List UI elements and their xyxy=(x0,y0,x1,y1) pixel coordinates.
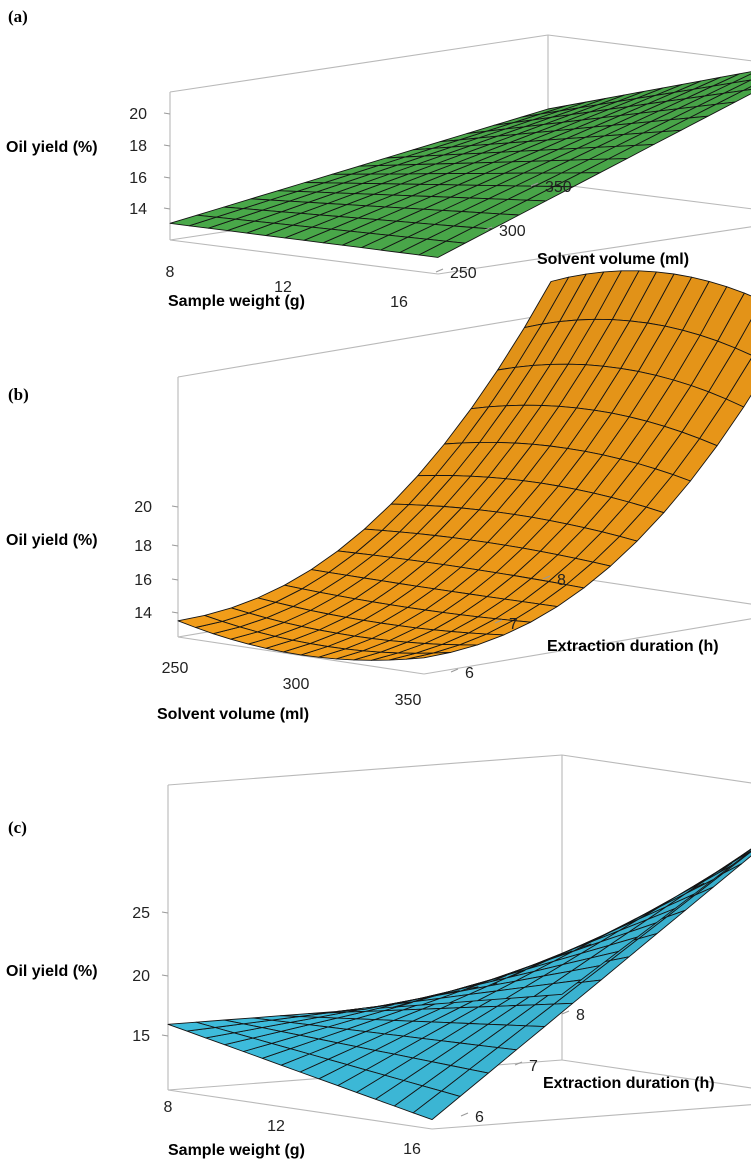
z-tick-mark xyxy=(161,911,169,914)
axis-box-edge xyxy=(167,754,563,786)
y-tick-mark xyxy=(494,619,503,624)
panel-label: (a) xyxy=(8,7,28,26)
y-tick-mark xyxy=(450,668,459,673)
axis-box-edge xyxy=(431,1104,751,1130)
panel-label: (c) xyxy=(8,818,27,837)
x-tick-label: 16 xyxy=(403,1141,421,1158)
axis-box-edge xyxy=(547,34,751,62)
surface-cell xyxy=(167,1021,216,1032)
axis-box-edge xyxy=(547,182,751,210)
y-tick-mark xyxy=(460,1112,469,1117)
surface-cell xyxy=(177,614,223,628)
y-tick-mark xyxy=(484,226,493,231)
z-tick-label: 14 xyxy=(129,201,147,218)
x-tick-label: 300 xyxy=(283,676,310,693)
z-axis-label: Oil yield (%) xyxy=(6,532,98,549)
y-tick-label: 8 xyxy=(576,1007,585,1024)
y-tick-label: 8 xyxy=(557,572,566,589)
axis-box-edge xyxy=(177,636,425,675)
y-tick-mark xyxy=(435,268,444,273)
z-tick-mark xyxy=(171,578,179,581)
z-tick-mark xyxy=(163,207,171,210)
z-axis-label: Oil yield (%) xyxy=(6,139,98,156)
z-tick-mark xyxy=(161,1034,169,1037)
z-tick-label: 15 xyxy=(132,1028,150,1045)
x-tick-label: 8 xyxy=(164,1099,173,1116)
z-tick-label: 16 xyxy=(134,572,152,589)
z-axis-label: Oil yield (%) xyxy=(6,963,98,980)
z-tick-label: 20 xyxy=(134,499,152,516)
axis-box-edge xyxy=(561,754,751,784)
y-tick-mark xyxy=(561,1010,570,1015)
surface-chart-b: 14 16 18 20 250 300 350 6 7 8 (b) Oil yield (%) Solv… xyxy=(6,270,751,723)
y-tick-mark xyxy=(542,575,551,580)
z-tick-label: 18 xyxy=(129,138,147,155)
axis-box-edge xyxy=(423,618,751,675)
x-tick-label: 250 xyxy=(162,660,189,677)
y-tick-mark xyxy=(530,182,539,187)
y-tick-label: 300 xyxy=(499,223,526,240)
surface-cell xyxy=(694,863,743,896)
y-axis-label: Extraction duration (h) xyxy=(547,638,719,655)
y-tick-label: 250 xyxy=(450,265,477,282)
z-tick-label: 16 xyxy=(129,170,147,187)
surface-chart-a: 14 16 18 20 8 12 16 250 300 350 (a) Oil yield (%) Sa… xyxy=(6,7,751,311)
axis-box-edge xyxy=(177,313,552,378)
z-tick-label: 20 xyxy=(129,106,147,123)
z-tick-mark xyxy=(171,544,179,547)
y-tick-mark xyxy=(514,1061,523,1066)
axis-box-edge xyxy=(167,1089,433,1130)
y-tick-label: 350 xyxy=(545,179,572,196)
x-tick-label: 350 xyxy=(395,692,422,709)
axis-box-edge xyxy=(169,239,439,275)
z-tick-mark xyxy=(163,112,171,115)
x-axis-label: Sample weight (g) xyxy=(168,293,305,310)
surface-cell xyxy=(169,214,217,227)
x-tick-label: 16 xyxy=(390,294,408,311)
axis-box-edge xyxy=(169,34,549,93)
z-tick-mark xyxy=(163,176,171,179)
z-tick-mark xyxy=(171,505,179,508)
x-tick-label: 12 xyxy=(267,1118,285,1135)
z-tick-label: 14 xyxy=(134,605,152,622)
z-tick-label: 18 xyxy=(134,538,152,555)
z-tick-mark xyxy=(171,611,179,614)
y-tick-label: 7 xyxy=(509,616,518,633)
axis-box-edge xyxy=(437,226,751,275)
y-tick-label: 7 xyxy=(529,1058,538,1075)
x-tick-label: 8 xyxy=(166,264,175,281)
x-tick-label: 12 xyxy=(274,279,292,296)
z-tick-label: 25 xyxy=(132,905,150,922)
y-axis-label: Extraction duration (h) xyxy=(543,1075,715,1092)
y-axis-label: Solvent volume (ml) xyxy=(537,251,689,268)
panel-label: (b) xyxy=(8,385,29,404)
y-tick-label: 6 xyxy=(465,665,474,682)
z-tick-label: 20 xyxy=(132,968,150,985)
surface-chart-c: 15 20 25 8 12 16 6 7 8 (c) Oil yield (%) Sample wei… xyxy=(6,754,751,1159)
x-axis-label: Solvent volume (ml) xyxy=(157,706,309,723)
axis-box-edge xyxy=(561,1059,751,1089)
x-axis-label: Sample weight (g) xyxy=(168,1142,305,1159)
z-tick-mark xyxy=(163,144,171,147)
y-tick-label: 6 xyxy=(475,1109,484,1126)
z-tick-mark xyxy=(161,974,169,977)
